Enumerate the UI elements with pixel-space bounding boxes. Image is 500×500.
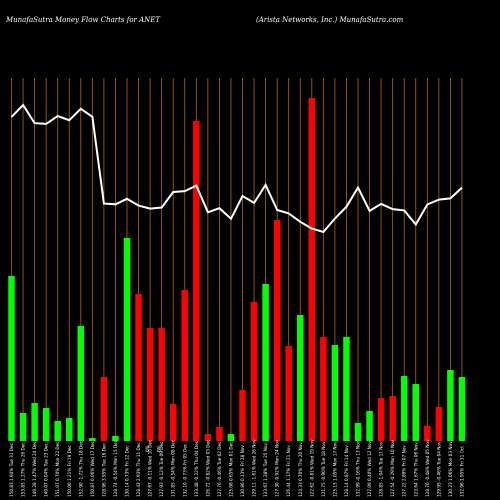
x-tick-label: 129.11 -1.61% Wed 26 Nov — [252, 439, 257, 497]
x-tick-label: 151.07 0.70% Mon 22 Dec — [55, 441, 60, 497]
x-tick-label: 150.00 1.21% Fri 19 Dec — [67, 445, 72, 497]
flow-bar — [123, 238, 131, 441]
x-tick-label: 130.86 0.13% Fri 28 Nov — [240, 445, 245, 497]
flow-bar — [31, 403, 38, 441]
price-line — [10, 103, 463, 234]
flow-bar — [366, 411, 373, 441]
flow-bar — [400, 376, 408, 441]
flow-bar — [204, 434, 212, 441]
flow-bar — [458, 377, 466, 441]
flow-bar — [181, 290, 188, 441]
flow-bar — [250, 302, 258, 441]
flow-bar — [354, 423, 362, 441]
x-tick-label: 127.22 2.89% Fri 07 Nov — [402, 445, 407, 497]
flow-bar — [146, 328, 154, 441]
x-tick-label: 127.09 0.40% Wed 12 Nov — [367, 441, 372, 497]
flow-bar — [447, 370, 454, 441]
flow-bar — [424, 426, 431, 441]
x-tick-label: 150.83 1.94% Tue 31 Dec — [9, 442, 14, 497]
flow-bar — [112, 436, 119, 441]
x-tick-label: 128.14 0.87% Fri 14 Nov — [344, 445, 349, 497]
mid-mark: 0% — [145, 445, 150, 452]
x-tick-label: 133.48 -0.22% Thu 04 Dec — [194, 440, 199, 497]
flow-bar — [285, 346, 292, 441]
x-tick-label: 152.90 -1.72% Thu 18 Dec — [78, 440, 83, 497]
x-tick-label: 132.96 1.95% Fri 31 Oct — [459, 446, 464, 497]
x-tick-label: 127.67 -0.11% Wed 10 Dec — [148, 439, 153, 497]
flow-bar — [273, 220, 281, 441]
flow-bar — [169, 404, 177, 441]
flow-bar — [216, 427, 223, 441]
flow-bar — [66, 418, 73, 441]
x-tick-label: 125.08 0.65% Mon 01 Dec — [228, 441, 233, 497]
flow-bar — [308, 98, 316, 441]
flow-bar — [239, 390, 246, 441]
x-tick-label: 153.85 1.27% Thu 26 Dec — [21, 442, 26, 497]
flow-bar — [135, 294, 142, 441]
flow-bar — [42, 408, 50, 441]
x-tick-label: 128.96 3.95% Tue 16 Dec — [101, 442, 106, 497]
x-tick-label: 127.54 -0.29% Mon 10 Nov — [390, 439, 395, 497]
chart-title-right: (Arista Networks, Inc.) MunafaSutra.com — [256, 16, 404, 24]
flow-bar — [343, 337, 350, 441]
flow-bar — [331, 345, 339, 441]
flow-bar — [89, 438, 96, 441]
flow-bar — [377, 398, 385, 441]
flow-bar — [297, 315, 304, 441]
x-tick-label: 122.62 -0.81% Wed 19 Nov — [309, 439, 314, 497]
x-tick-label: 126.44 1.17% Fri 21 Nov — [286, 445, 291, 497]
x-tick-label: 127.76 -0.46% Tue 02 Dec — [217, 441, 222, 497]
flow-bar — [262, 284, 269, 441]
flow-bar — [435, 407, 443, 441]
mid-mark: 0% — [157, 445, 162, 452]
x-tick-label: 149.28 1.47% Wed 24 Dec — [32, 440, 37, 497]
x-tick-label: 149.07 0.04% Tue 23 Dec — [44, 442, 49, 497]
x-tick-label: 130.23 1.06% Mon 03 Nov — [448, 441, 453, 497]
x-tick-label: 125.15 1.05% Mon 17 Nov — [332, 441, 337, 497]
mid-marks: 0% 0% — [145, 445, 162, 452]
flow-bar — [100, 377, 108, 441]
x-tick-label: 128.85 -1.04% Tue 11 Nov — [379, 441, 384, 497]
x-tick-label: 124.33 0.70% Thu 20 Nov — [298, 442, 303, 497]
x-tick-label: 128.70 -0.48% Wed 05 Nov — [425, 439, 430, 497]
chart-title-left: MunafaSutra Money Flow Charts for ANET — [5, 16, 161, 24]
flow-bar — [77, 326, 85, 441]
x-tick-label: 129.95 -0.46% Tue 04 Nov — [436, 441, 441, 497]
flow-bar — [389, 396, 396, 441]
x-tick-label: 128.43 2.93% Thu 11 Dec — [136, 442, 141, 497]
flow-bar — [19, 413, 27, 441]
flow-bars — [8, 98, 466, 441]
x-tick-label: 132.10 -0.73% Fri 05 Dec — [182, 443, 187, 497]
x-tick-labels: 150.83 1.94% Tue 31 Dec 153.85 1.27% Thu … — [9, 439, 464, 497]
x-tick-label: 128.74 -0.54% Mon 15 Dec — [113, 439, 118, 497]
x-tick-label: 132.99 -0.16% Thu 13 Nov — [356, 440, 361, 497]
flow-bar — [412, 384, 419, 441]
x-tick-label: 131.85 -0.54% Mon 08 Dec — [171, 439, 176, 497]
x-tick-label: 126.72 -0.82% Wed 03 Dec — [205, 439, 210, 497]
flow-bar — [227, 434, 235, 441]
x-tick-label: 121.75 -0.90% Tue 18 Nov — [321, 441, 326, 497]
flow-bar — [320, 337, 327, 441]
flow-bar — [158, 328, 165, 441]
x-tick-label: 130.14 0.73% Fri 12 Dec — [125, 445, 130, 497]
flow-bar — [193, 121, 200, 441]
flow-bar — [8, 276, 15, 441]
x-tick-label: 127.30 -0.92% Mon 24 Nov — [275, 439, 280, 497]
x-tick-label: 123.64 1.67% Thu 06 Nov — [413, 442, 418, 497]
x-tick-label: 133.67 1.28% Tue 25 Nov — [263, 443, 268, 497]
x-tick-label: 150.87 0.06% Wed 17 Dec — [90, 440, 95, 497]
x-tick-label: 127.93 -0.12% Tue 09 Dec — [159, 441, 164, 497]
flow-bar — [54, 421, 61, 441]
